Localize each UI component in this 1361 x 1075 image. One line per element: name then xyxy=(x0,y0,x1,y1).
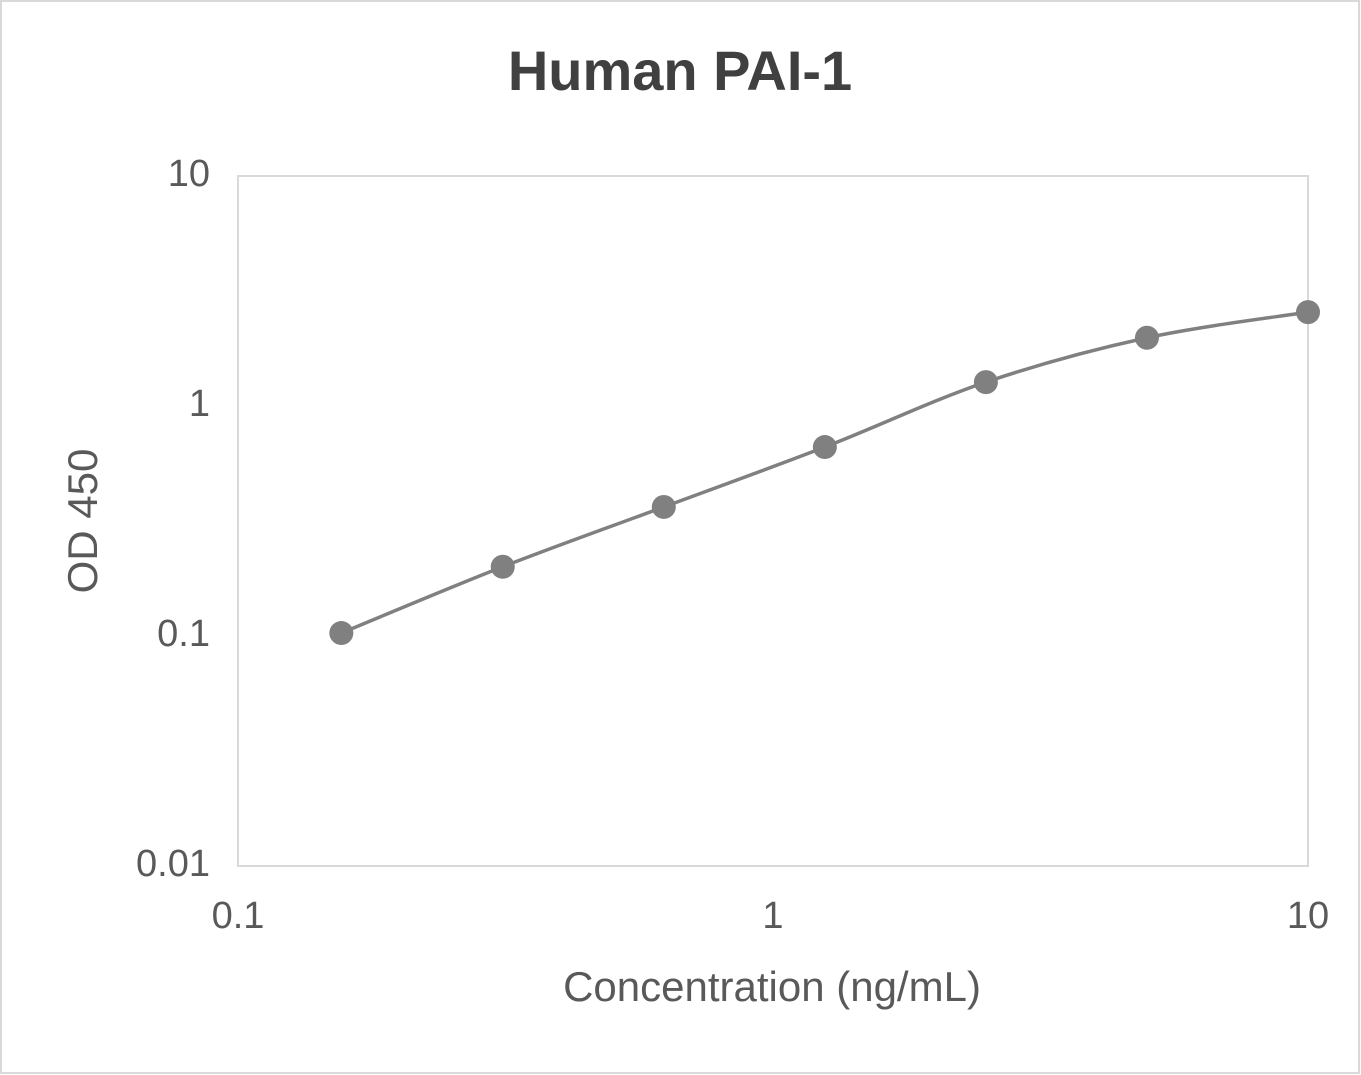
y-tick-label: 0.1 xyxy=(157,613,210,655)
data-point xyxy=(1296,300,1320,325)
y-axis-label: OD 450 xyxy=(59,449,106,594)
y-tick-label: 1 xyxy=(189,383,210,425)
data-point xyxy=(812,435,837,460)
data-point xyxy=(651,494,676,519)
y-tick-label: 10 xyxy=(168,153,210,195)
y-tick-label: 0.01 xyxy=(136,843,210,885)
x-axis-label: Concentration (ng/mL) xyxy=(563,963,981,1010)
plot-frame xyxy=(237,175,1309,867)
data-point xyxy=(1134,325,1159,350)
x-tick-label: 10 xyxy=(1287,895,1329,937)
x-tick-label: 1 xyxy=(762,895,783,937)
data-point xyxy=(973,370,998,395)
data-point xyxy=(329,621,354,646)
data-point xyxy=(490,554,515,579)
chart-title: Human PAI-1 xyxy=(508,39,852,102)
x-tick-label: 0.1 xyxy=(212,895,265,937)
